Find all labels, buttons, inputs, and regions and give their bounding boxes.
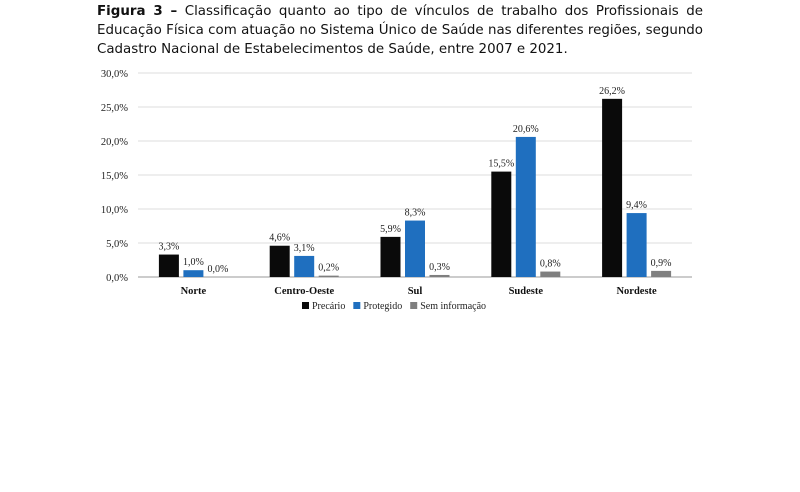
data-label: 0,2% [318,263,339,274]
data-label: 1,0% [183,257,204,268]
data-label: 3,3% [158,242,179,253]
bar [491,171,512,277]
data-label: 5,9% [380,224,401,235]
y-tick-label: 10,0% [101,205,128,216]
y-tick-label: 0,0% [106,273,128,284]
bar [540,271,561,277]
bars: 3,3% 1,0%0,0% 4,6% 3,1%0,2% 5,9% 8,3% 0,3% 15,5… [158,86,672,277]
bar [429,274,450,277]
figure-caption-label: Figura 3 – [97,4,178,19]
x-tick-label: Sudeste [509,286,544,297]
bar [651,270,672,277]
bar [515,136,536,277]
legend: Precário Protegido Sem informação [302,301,486,312]
legend-swatch [353,302,361,309]
legend-label: Sem informação [420,301,486,312]
x-axis: Norte Centro-Oeste Sul Sudeste Nordeste [181,286,657,297]
y-tick-label: 25,0% [101,103,128,114]
x-tick-label: Sul [408,286,423,297]
y-axis: 0,0% 5,0% 10,0% 15,0% 20,0% 25,0% 30,0% [101,69,128,284]
bar [380,236,401,277]
data-label: 9,4% [626,200,647,211]
x-tick-label: Norte [181,286,207,297]
y-tick-label: 5,0% [106,239,128,250]
bar [294,255,315,277]
figure-caption: Figura 3 – Classificação quanto ao tipo … [97,2,703,59]
bar [158,254,179,277]
x-tick-label: Nordeste [616,286,657,297]
y-tick-label: 30,0% [101,69,128,80]
data-label: 0,9% [651,258,672,269]
bar [626,213,647,277]
bar [602,98,623,277]
legend-label: Protegido [363,301,402,312]
bar [269,245,290,277]
y-tick-label: 20,0% [101,137,128,148]
y-tick-label: 15,0% [101,171,128,182]
data-label: 20,6% [513,124,539,135]
data-label: 8,3% [405,208,426,219]
data-label: 0,3% [429,262,450,273]
figure-caption-text: Classificação quanto ao tipo de vínculos… [97,4,703,57]
bar [405,220,425,277]
data-label: 3,1% [294,243,315,254]
data-label: 0,0% [207,264,228,275]
gridlines [138,72,692,278]
data-label: 26,2% [599,86,625,97]
legend-swatch [410,302,418,309]
data-label: 15,5% [488,159,514,170]
bar [318,275,339,277]
data-label: 0,8% [540,259,561,270]
x-tick-label: Centro-Oeste [274,286,334,297]
bar [183,270,204,277]
legend-swatch [302,302,309,309]
legend-label: Precário [312,301,345,312]
data-label: 4,6% [269,233,290,244]
